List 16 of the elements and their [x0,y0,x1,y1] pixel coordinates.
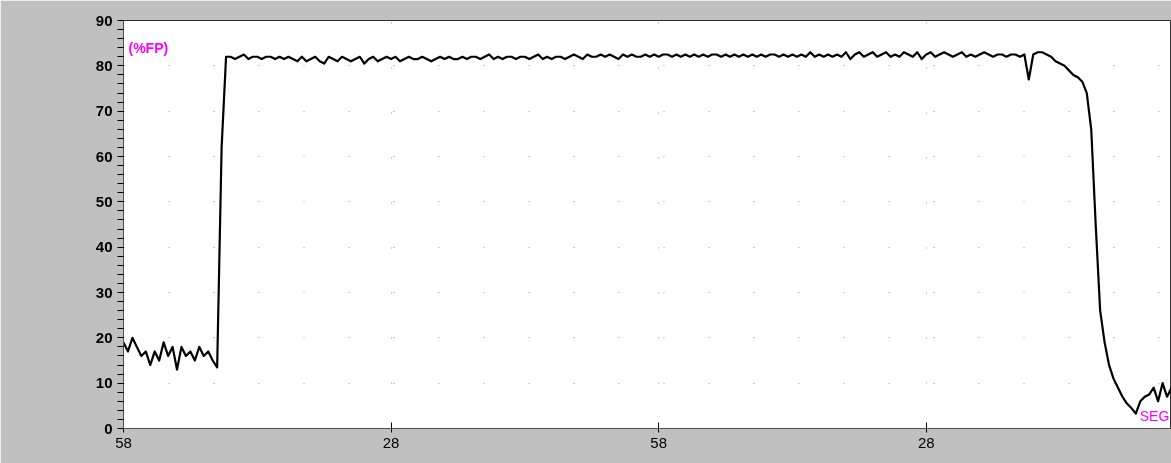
y-tick-label: 50 [95,192,113,210]
x-axis-title: SEG [1139,407,1170,424]
x-tick-label: 28 [382,433,400,451]
y-tick-label: 60 [95,147,113,165]
y-tick-label: 30 [95,283,113,301]
x-tick-label: 58 [115,433,132,451]
y-tick-label: 70 [95,102,113,120]
x-tick-label: 28 [917,433,935,451]
y-tick-label: 80 [95,56,113,74]
y-tick-label: 40 [95,238,113,256]
y-tick-label: 10 [95,374,113,392]
y-tick-label: 90 [95,11,113,29]
y-tick-label: 0 [104,419,113,437]
x-tick-label: 58 [650,433,667,451]
y-axis-title: (%FP) [128,39,169,56]
y-tick-label: 20 [95,328,113,346]
